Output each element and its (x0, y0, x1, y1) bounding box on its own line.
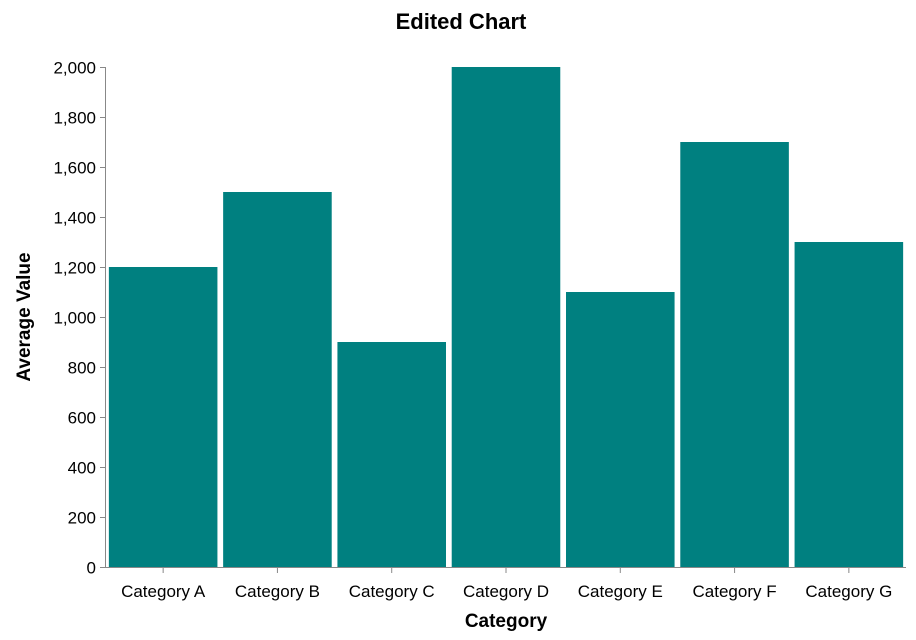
y-tick-label: 800 (68, 359, 96, 378)
x-tick-label: Category F (693, 582, 777, 601)
x-tick-label: Category D (463, 582, 549, 601)
y-tick-label: 1,800 (53, 109, 96, 128)
x-axis-title: Category (465, 611, 548, 632)
bar-category-d (451, 67, 561, 567)
y-tick-label: 1,400 (53, 209, 96, 228)
bar-category-f (680, 142, 789, 567)
bars-group (108, 67, 904, 567)
bar-category-b (223, 192, 332, 567)
y-tick-label: 1,200 (53, 259, 96, 278)
y-tick-label: 1,000 (53, 309, 96, 328)
x-axis: Category A Category B Category C Category D… (105, 567, 906, 601)
x-tick-label: Category C (349, 582, 435, 601)
x-tick-label: Category G (805, 582, 892, 601)
y-axis-title: Average Value (14, 252, 35, 381)
bar-category-g (794, 242, 904, 567)
y-tick-label: 2,000 (53, 59, 96, 78)
y-tick-label: 1,600 (53, 159, 96, 178)
x-tick-label: Category B (235, 582, 320, 601)
x-tick-label: Category E (578, 582, 663, 601)
y-tick-label: 400 (68, 459, 96, 478)
bar-category-a (108, 267, 218, 567)
y-tick-label: 600 (68, 409, 96, 428)
chart-title: Edited Chart (396, 9, 527, 34)
x-tick-label: Category A (121, 582, 206, 601)
y-axis: 0 200 400 600 800 1,000 1,200 1,400 1,600 1,800 2,… (53, 59, 106, 578)
y-tick-label: 0 (87, 559, 96, 578)
bar-category-c (337, 342, 446, 567)
bar-category-e (566, 292, 675, 567)
y-tick-label: 200 (68, 509, 96, 528)
